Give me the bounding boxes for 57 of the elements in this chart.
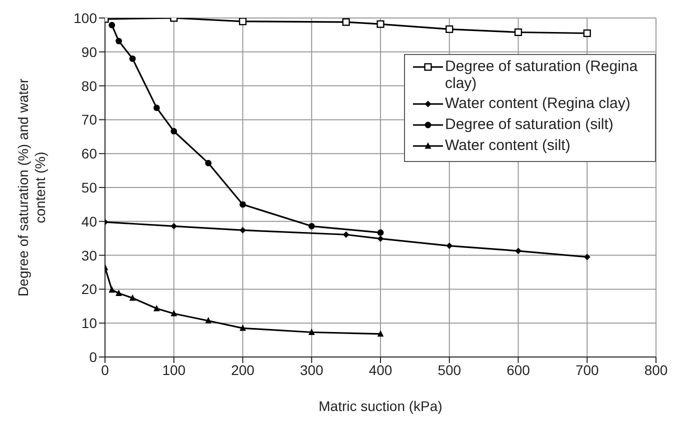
y-tick-label: 10 [81, 315, 98, 332]
x-tick-label: 0 [101, 362, 110, 378]
point [376, 20, 384, 28]
point [129, 294, 136, 301]
x-tick-label: 800 [644, 362, 668, 378]
point [446, 242, 453, 250]
point [170, 222, 178, 230]
point [205, 317, 212, 324]
x-tick-label: 100 [162, 362, 186, 378]
x-tick-label: 600 [506, 362, 530, 378]
y-tick-label: 0 [89, 348, 98, 365]
point [170, 310, 178, 316]
point [342, 231, 350, 238]
point [308, 328, 315, 335]
x-axis-title: Matric suction (kPa) [318, 398, 442, 414]
point [342, 18, 350, 26]
point [240, 324, 246, 331]
y-tick-label: 50 [81, 179, 98, 196]
point [116, 38, 122, 44]
point [240, 227, 246, 234]
point [584, 254, 590, 260]
point [515, 248, 522, 254]
point [240, 201, 246, 208]
y-tick-label: 30 [81, 247, 98, 264]
point [108, 22, 116, 28]
x-tick-label: 400 [368, 362, 392, 378]
point [377, 235, 384, 242]
point [583, 29, 591, 38]
point [205, 160, 212, 166]
point [116, 290, 122, 296]
point [238, 18, 247, 26]
point [153, 304, 160, 312]
y-axis-title: Degree of saturation (%) and water content (%) [15, 78, 48, 296]
point [170, 128, 178, 134]
y-tick-label: 40 [81, 213, 98, 230]
y-tick-label: 100 [74, 10, 98, 26]
y-tick-label: 90 [81, 44, 98, 60]
point [108, 286, 116, 293]
x-tick-label: 300 [300, 362, 324, 378]
point [153, 104, 160, 112]
point [514, 28, 522, 36]
x-tick-label: 700 [575, 362, 600, 378]
y-tick-label: 60 [81, 146, 98, 162]
legend-label: Degree of saturation (silt) [445, 116, 614, 133]
point [377, 229, 384, 236]
point [377, 330, 384, 337]
y-tick-label: 80 [81, 78, 98, 94]
legend-label: Degree of saturation (Regina clay) [445, 58, 639, 92]
legend-label: Water content (silt) [445, 137, 570, 154]
point [129, 55, 136, 62]
point [308, 222, 315, 230]
y-tick-label: 20 [81, 281, 98, 298]
legend-label: Water content (Regina clay) [445, 95, 630, 112]
y-tick-label: 70 [81, 112, 98, 128]
point [446, 25, 454, 33]
x-tick-label: 500 [438, 362, 462, 378]
x-tick-label: 200 [231, 362, 255, 378]
